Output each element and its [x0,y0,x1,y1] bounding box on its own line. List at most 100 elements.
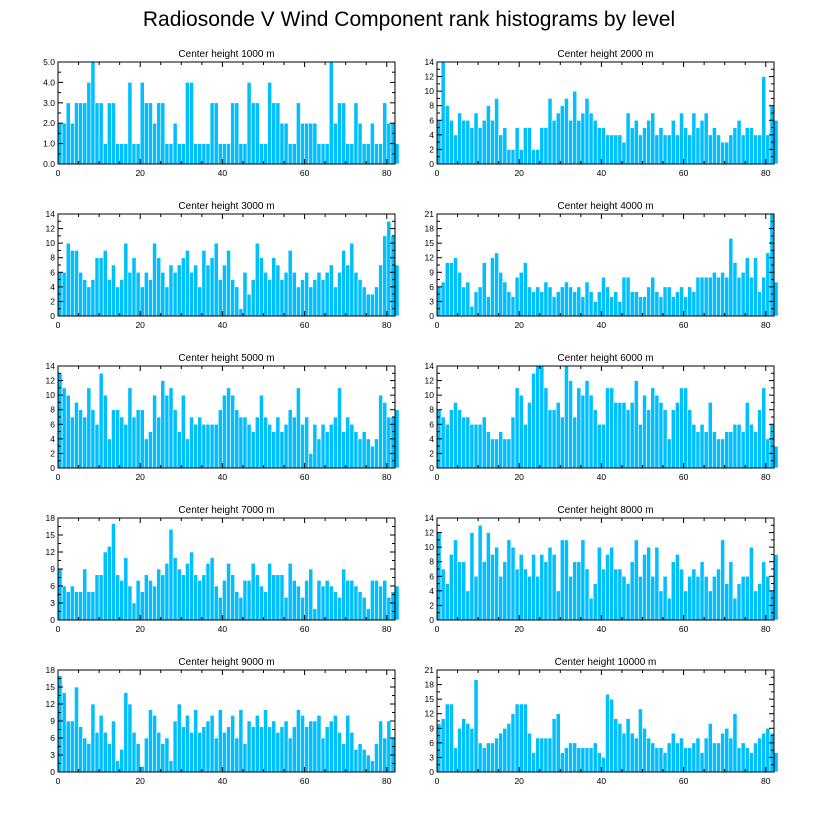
histogram-bar [539,737,545,773]
histogram-bar [304,271,309,317]
y-tick-label: 14 [46,361,56,371]
histogram-bar [707,134,713,165]
histogram-bar [193,709,199,773]
histogram-bar [654,291,660,317]
histogram-bar [361,143,367,165]
histogram-bar [86,286,92,317]
histogram-bar [683,127,688,165]
histogram-bar [78,409,83,469]
x-tick-label: 80 [382,168,392,178]
y-tick-label: 2 [50,448,55,458]
histogram-bar [465,723,471,773]
histogram-bar [86,82,92,165]
histogram-bar [78,591,83,621]
histogram-bar [246,580,252,621]
histogram-bar [271,257,277,317]
histogram-bar [304,726,309,773]
histogram-bar [131,143,137,165]
histogram-bar [625,112,631,165]
histogram-bar [279,431,285,469]
histogram-bar [111,720,116,773]
histogram-bar [172,122,178,165]
histogram-bar [523,568,528,621]
histogram-bar [584,747,590,773]
histogram-bar [547,546,553,621]
histogram-bar [453,747,458,773]
histogram-bar [357,122,363,165]
histogram-bar [666,286,672,317]
histogram-bar [230,102,236,165]
x-tick-label: 80 [761,168,771,178]
x-tick-label: 40 [597,320,607,330]
histogram-bar [378,143,383,165]
histogram-bar [382,737,388,773]
histogram-bar [127,387,133,469]
histogram-bar [465,416,471,469]
y-tick-label: 10 [425,390,435,400]
histogram-bar [592,742,598,773]
histogram-bar [378,585,383,621]
histogram-bar [551,296,557,317]
histogram-bar [242,743,248,773]
histogram-bar [90,703,96,773]
histogram-bar [601,276,606,317]
histogram-bar [254,242,260,317]
histogram-bar [531,752,536,773]
histogram-bar [720,438,725,469]
panel-title: Center height 2000 m [557,49,654,60]
histogram-bar [271,102,277,165]
histogram-bar [78,102,83,165]
histogram-bar [61,271,67,317]
histogram-plot: 0 20 40 60 80 0 2 4 6 8 10 12 14 [46,209,400,330]
histogram-bar [65,102,71,165]
histogram-bar [86,743,92,773]
histogram-bar [374,438,379,469]
histogram-bar [390,235,396,317]
histogram-bar [675,554,680,621]
histogram-bar [724,141,730,165]
x-tick-label: 20 [514,168,524,178]
histogram-bar [205,423,211,469]
y-tick-label: 2 [429,144,434,154]
histogram-bar [168,264,174,317]
histogram-bar [551,554,557,621]
histogram-bar [666,438,672,469]
histogram-bar [514,703,520,773]
y-tick-label: 14 [425,513,435,523]
histogram-bar [98,257,104,317]
histogram-bar [506,539,512,621]
histogram-bar [353,431,359,469]
histogram-bar [629,561,635,621]
histogram-bar [716,276,721,317]
y-tick-label: 15 [425,694,435,704]
y-tick-label: 21 [425,209,435,219]
histogram-bar [349,143,355,165]
y-tick-label: 0 [50,767,55,777]
histogram-bar [765,575,771,621]
histogram-bar [217,143,223,165]
histogram-bar [543,737,549,773]
y-tick-label: 6 [429,282,434,292]
histogram-bar [304,580,309,621]
histogram-bar [453,539,458,621]
histogram-bar [148,709,153,773]
histogram-bar [250,102,256,165]
histogram-bar [703,112,709,165]
panel-title: Center height 10000 m [554,657,657,668]
histogram-bar [642,727,647,773]
x-tick-label: 0 [435,624,440,634]
histogram-bar [490,257,495,317]
rank-histogram-panel: Center height 3000 m 0 20 40 60 80 0 2 4 6 8 10 12 14 [28,201,408,333]
y-tick-label: 18 [46,665,56,675]
histogram-bar [633,119,639,165]
histogram-bar [494,438,499,469]
histogram-bar [695,431,701,469]
y-tick-label: 6 [429,738,434,748]
histogram-bar [469,423,475,469]
x-tick-label: 0 [56,168,61,178]
histogram-bar [271,720,277,773]
histogram-bar [123,692,129,773]
histogram-bar [230,715,236,773]
histogram-bar [712,431,717,469]
histogram-bar [514,127,520,165]
